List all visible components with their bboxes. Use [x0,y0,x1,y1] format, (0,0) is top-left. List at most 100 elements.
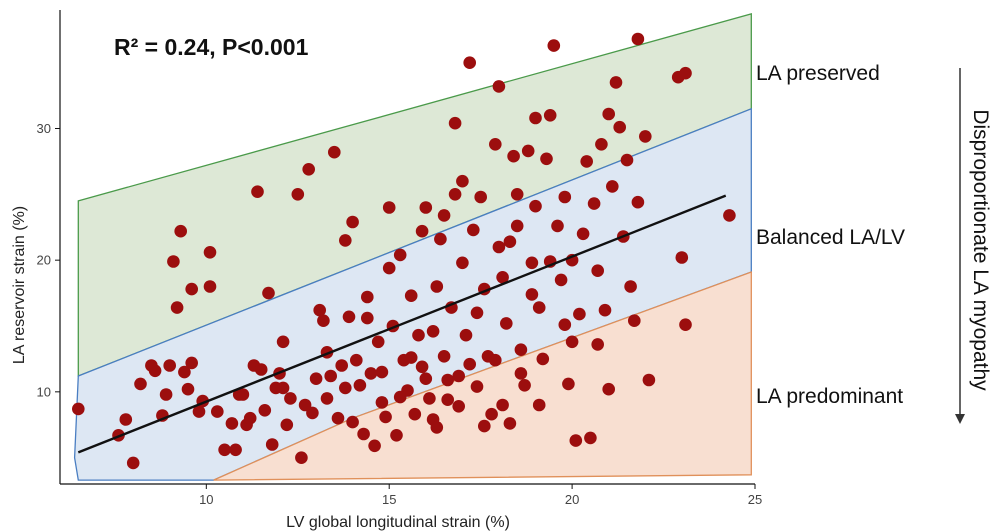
x-tick-label: 20 [565,492,579,507]
data-point [408,407,422,421]
data-point [302,163,316,176]
data-point [119,413,133,426]
data-point [126,456,140,470]
data-point [467,223,480,237]
data-point [265,438,279,451]
data-point [525,256,539,270]
data-point [375,396,389,409]
data-point [390,429,403,442]
data-point [192,405,206,418]
data-point [679,318,692,332]
data-point [580,155,593,168]
data-point [415,224,429,238]
data-point [500,317,513,330]
data-point [554,273,568,287]
data-point [569,434,583,447]
data-point [357,427,370,441]
data-point [503,235,517,248]
data-point [525,288,539,301]
data-point [185,356,198,370]
data-point [174,224,187,238]
data-point [434,232,447,246]
data-point [452,369,466,383]
data-point [558,190,572,204]
data-point [558,318,572,332]
data-point [532,398,546,412]
data-point [489,353,502,367]
x-tick-label: 10 [199,492,213,507]
data-point [679,66,692,80]
data-point [419,201,433,214]
data-point [350,353,363,367]
data-point [211,405,224,418]
data-point [437,209,451,222]
data-point [353,379,367,392]
data-point [203,246,217,259]
y-tick-label: 30 [37,121,51,136]
data-point [463,56,477,69]
data-point [284,392,297,405]
data-point [675,251,689,264]
data-point [72,402,85,416]
data-point [503,417,517,430]
data-point [178,365,191,379]
y-axis-label: LA reservoir strain (%) [11,206,28,364]
regression-line [77,194,727,454]
data-point [159,388,173,401]
data-point [423,392,436,405]
data-point [631,32,645,46]
data-point [478,419,491,433]
data-point [606,180,619,193]
data-point [382,261,396,275]
data-point [313,303,327,317]
data-point [339,381,352,395]
data-point [346,215,359,229]
data-point [532,301,546,314]
data-point [723,209,736,222]
data-point [474,190,488,204]
data-point [510,188,524,201]
x-tick-label: 15 [382,492,396,507]
data-point [642,373,656,387]
data-point [547,39,561,52]
data-point [514,367,528,380]
data-point [448,116,462,130]
data-point [441,373,455,387]
data-point [489,138,502,151]
data-point [295,451,308,465]
data-point [591,338,604,351]
data-point [598,303,612,317]
data-point [419,372,433,386]
data-point [145,359,158,372]
r-squared-annotation: R² = 0.24, P<0.001 [114,34,309,60]
data-point [276,381,290,395]
y-tick-label: 10 [37,384,51,399]
data-point [613,120,626,134]
data-point [331,411,345,425]
data-point [639,130,652,143]
data-point [562,377,575,391]
data-point [602,382,615,396]
data-point [320,392,334,405]
data-point [393,390,407,404]
data-point [229,443,242,457]
data-point [167,255,180,268]
data-point [540,152,553,166]
data-point [543,109,557,122]
data-point [510,219,524,233]
data-point [335,359,349,372]
region-label-la-predominant: LA predominant [756,385,904,408]
region-la-predominant [213,271,752,481]
data-point [628,314,641,328]
data-point [492,80,506,93]
data-point [346,415,359,429]
data-point [441,393,455,407]
data-point [470,306,484,320]
data-point [496,398,509,412]
axes: 10 15 20 25 10 20 30 [37,10,762,507]
data-point [573,307,586,321]
data-point [291,188,305,201]
data-point [342,310,356,324]
data-point [276,335,290,349]
